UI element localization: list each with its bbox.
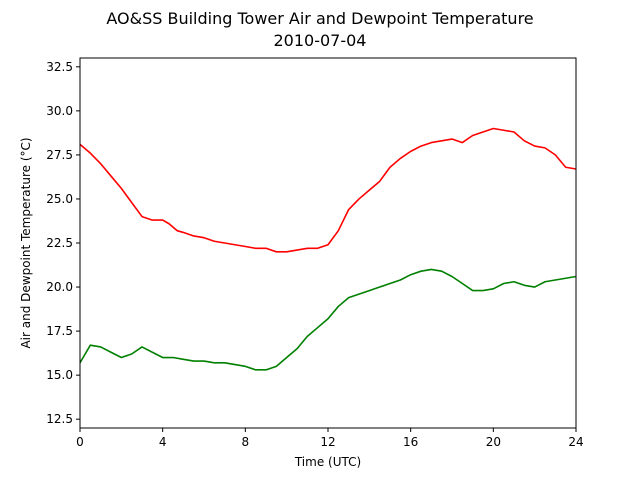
y-tick-label: 20.0 <box>46 280 73 294</box>
y-tick-label: 30.0 <box>46 104 73 118</box>
x-tick-label: 16 <box>403 435 418 449</box>
series-layer <box>79 127 577 371</box>
y-tick-label: 32.5 <box>46 60 73 74</box>
y-axis-label: Air and Dewpoint Temperature (°C) <box>19 137 33 348</box>
y-axis: 12.5 15.0 17.5 20.0 22.5 25.0 27.5 30.0 32.5 <box>46 60 80 426</box>
x-tick-label: 20 <box>486 435 501 449</box>
y-tick-label: 12.5 <box>46 412 73 426</box>
x-tick-label: 24 <box>568 435 583 449</box>
x-axis-label: Time (UTC) <box>294 455 361 469</box>
x-tick-label: 4 <box>159 435 167 449</box>
plot-area <box>79 57 577 429</box>
series-line-1 <box>79 268 577 371</box>
series-line-0 <box>79 127 577 253</box>
y-tick-label: 15.0 <box>46 368 73 382</box>
y-tick-label: 27.5 <box>46 148 73 162</box>
chart-subtitle: 2010-07-04 <box>274 31 367 50</box>
y-tick-label: 25.0 <box>46 192 73 206</box>
y-tick-label: 22.5 <box>46 236 73 250</box>
x-tick-label: 8 <box>242 435 250 449</box>
plot-frame <box>79 57 577 429</box>
x-tick-label: 12 <box>320 435 335 449</box>
x-axis: 0 4 8 12 16 20 24 <box>76 428 584 449</box>
y-tick-label: 17.5 <box>46 324 73 338</box>
chart-title: AO&SS Building Tower Air and Dewpoint Te… <box>106 9 533 28</box>
x-tick-label: 0 <box>76 435 84 449</box>
